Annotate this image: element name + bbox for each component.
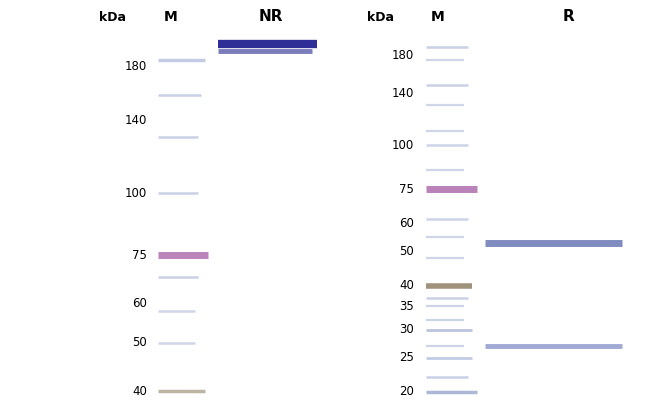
Text: 25: 25: [399, 351, 414, 364]
Text: kDa: kDa: [99, 11, 127, 24]
Text: NR: NR: [258, 9, 283, 24]
Text: 40: 40: [399, 279, 414, 292]
Text: 140: 140: [391, 87, 414, 100]
Text: 75: 75: [132, 249, 147, 262]
Text: 60: 60: [399, 217, 414, 230]
Text: 40: 40: [132, 385, 147, 398]
Text: 50: 50: [132, 337, 147, 349]
Text: 100: 100: [392, 139, 414, 152]
Text: 30: 30: [399, 323, 414, 336]
Text: 20: 20: [399, 385, 414, 399]
Text: M: M: [431, 10, 445, 24]
Text: 180: 180: [125, 60, 147, 73]
Text: 50: 50: [399, 245, 414, 258]
Text: 35: 35: [399, 300, 414, 312]
Text: kDa: kDa: [367, 11, 393, 24]
Text: 100: 100: [125, 187, 147, 200]
Text: 75: 75: [399, 183, 414, 196]
Text: M: M: [164, 10, 178, 24]
Text: 140: 140: [125, 114, 147, 127]
Text: 180: 180: [392, 49, 414, 62]
Text: 60: 60: [132, 297, 147, 310]
Text: R: R: [563, 9, 575, 24]
